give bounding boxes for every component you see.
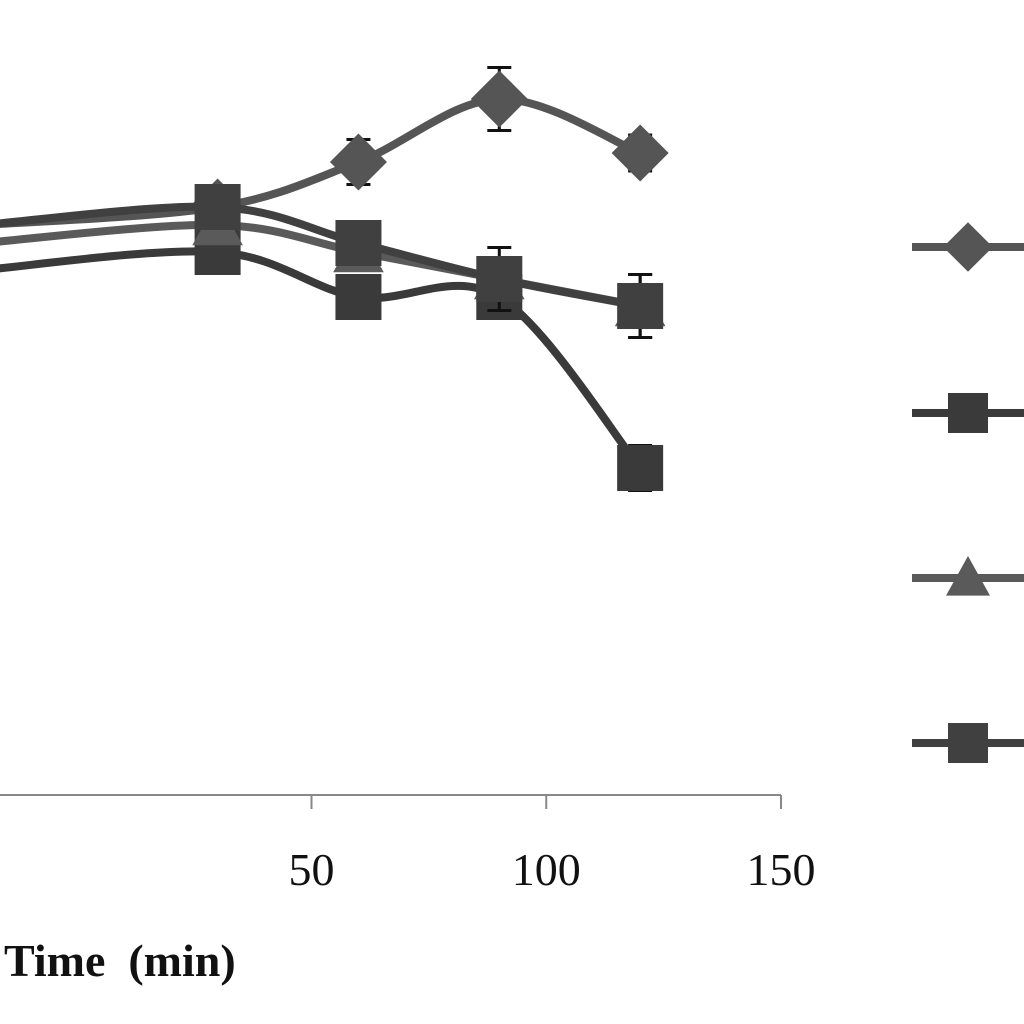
- legend-marker-2: [948, 393, 988, 433]
- series-4: [0, 184, 664, 339]
- x-tick-label-1: 50: [289, 844, 335, 895]
- series-2-point-2: [335, 274, 382, 320]
- legend-marker-4: [948, 723, 988, 763]
- x-axis-title: Time (min): [4, 935, 236, 986]
- series-3-line: [0, 220, 645, 310]
- x-tick-label-3: 150: [747, 844, 816, 895]
- series-1: [0, 66, 669, 236]
- series-1-line: [0, 94, 645, 228]
- legend-marker-3: [946, 556, 990, 596]
- series-1-point-3: [470, 70, 528, 128]
- legend-entry-1: [912, 222, 1024, 272]
- legend-entry-3: [912, 556, 1024, 596]
- series-4-point-3: [476, 256, 523, 302]
- series-layer: [0, 66, 669, 492]
- legend-entry-2: [912, 393, 1024, 433]
- x-tick-layer: 50 100 150: [289, 795, 816, 895]
- x-tick-label-2: 100: [512, 844, 581, 895]
- legend-marker-1: [943, 222, 993, 272]
- series-1-point-2: [329, 133, 387, 191]
- series-2-point-4: [617, 445, 664, 491]
- legend: [912, 222, 1024, 763]
- series-4-point-1: [194, 184, 241, 230]
- legend-entry-4: [912, 723, 1024, 763]
- series-2: [0, 229, 664, 492]
- series-4-point-2: [335, 220, 382, 266]
- series-1-point-4: [611, 124, 669, 182]
- series-4-point-4: [617, 283, 664, 329]
